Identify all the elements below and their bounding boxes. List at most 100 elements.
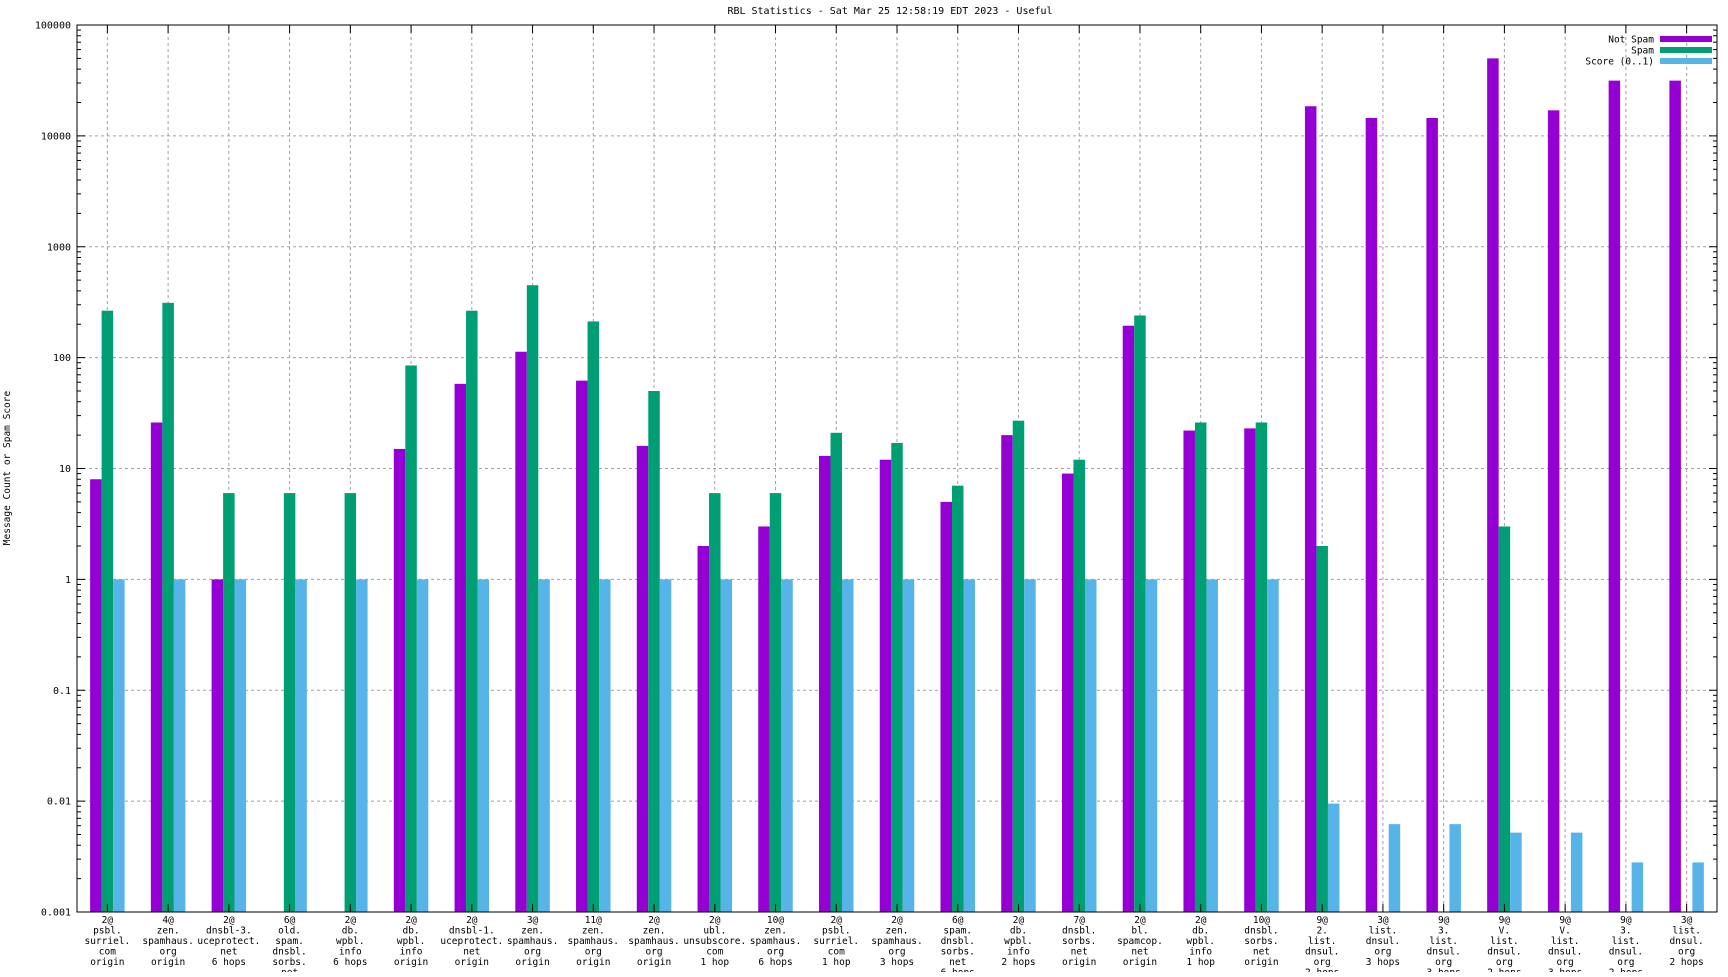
bar-spam	[709, 493, 721, 912]
x-category-label: 10@ zen. spamhaus. org 6 hops	[750, 915, 801, 968]
bar-not-spam	[1183, 430, 1195, 912]
bar-score	[1510, 832, 1522, 912]
x-category-label: 2@ db. wpbl. info origin	[394, 915, 428, 968]
x-category-label: 3@ list. dnsul. org 3 hops	[1366, 915, 1400, 968]
x-category-label: 2@ bl. spamcop. net origin	[1117, 915, 1163, 968]
y-tick-label: 0.001	[41, 908, 71, 919]
bar-not-spam	[1304, 106, 1317, 913]
bars-group	[90, 58, 1704, 913]
bar-spam	[526, 285, 539, 912]
bar-not-spam	[576, 380, 588, 913]
bar-spam	[891, 442, 903, 912]
x-category-label: 2@ db. wpbl. info 6 hops	[333, 915, 367, 968]
bar-not-spam	[1669, 80, 1681, 912]
x-category-label: 3@ list. dnsul. org 2 hops	[1669, 915, 1703, 968]
y-tick-label: 1000	[47, 242, 71, 253]
legend-label: Spam	[1631, 46, 1654, 57]
chart-title: RBL Statistics - Sat Mar 25 12:58:19 EDT…	[727, 6, 1052, 17]
bar-score	[356, 579, 368, 912]
legend-swatch	[1660, 47, 1712, 53]
bar-not-spam	[1061, 473, 1074, 912]
y-tick-label: 0.1	[53, 686, 71, 697]
bar-not-spam	[1426, 117, 1438, 912]
bar-not-spam	[454, 383, 467, 912]
bar-score	[1692, 862, 1704, 912]
bar-score	[1449, 824, 1461, 912]
bar-score	[902, 579, 915, 912]
y-tick-label: 100	[53, 353, 71, 364]
bar-not-spam	[1001, 435, 1013, 912]
x-category-label: 2@ psbl. surriel. com 1 hop	[813, 915, 859, 968]
x-category-label: 10@ dnsbl. sorbs. net origin	[1244, 915, 1278, 968]
bar-score	[538, 579, 550, 912]
x-category-label: 2@ dnsbl-3. uceprotect. net 6 hops	[197, 915, 260, 968]
bar-score	[1024, 579, 1036, 912]
bar-score	[1631, 862, 1644, 912]
bar-score	[234, 579, 247, 912]
y-axis-label: Message Count or Spam Score	[2, 391, 13, 546]
bar-score	[599, 579, 611, 912]
bar-score	[1327, 803, 1340, 912]
bar-not-spam	[515, 351, 527, 912]
y-tick-label: 1	[65, 575, 71, 586]
bar-spam	[405, 365, 417, 912]
bar-spam	[830, 432, 843, 912]
x-category-label: 2@ zen. spamhaus. org origin	[628, 915, 679, 968]
bar-score	[720, 579, 733, 912]
bar-spam	[1316, 545, 1328, 912]
bar-score	[477, 579, 490, 912]
bar-spam	[162, 302, 174, 913]
bar-spam	[101, 310, 114, 912]
bar-score	[842, 579, 854, 912]
bar-spam	[1498, 526, 1511, 912]
bar-score	[1267, 579, 1279, 912]
bar-spam	[344, 493, 357, 912]
bar-not-spam	[150, 422, 163, 912]
bar-not-spam	[697, 545, 710, 912]
legend-swatch	[1660, 36, 1712, 42]
legend-swatch	[1660, 58, 1712, 64]
bar-spam	[1134, 315, 1146, 912]
y-tick-label: 10	[59, 464, 71, 475]
bar-score	[1570, 832, 1583, 912]
bar-spam	[466, 310, 478, 912]
bar-not-spam	[758, 526, 770, 912]
bar-not-spam	[1608, 80, 1621, 912]
x-category-label: 3@ zen. spamhaus. org origin	[507, 915, 558, 968]
bar-not-spam	[1122, 325, 1135, 913]
bar-spam	[1255, 422, 1268, 912]
bar-spam	[1012, 420, 1025, 912]
x-category-label: 4@ zen. spamhaus. org origin	[142, 915, 193, 968]
bar-not-spam	[636, 445, 649, 912]
bar-score	[295, 579, 307, 912]
x-category-label: 2@ ubl. unsubscore. com 1 hop	[683, 915, 746, 968]
legend-label: Not Spam	[1608, 35, 1654, 46]
bar-spam	[951, 485, 964, 912]
bar-not-spam	[211, 579, 224, 912]
x-category-label: 2@ db. wpbl. info 2 hops	[1001, 915, 1035, 968]
bar-not-spam	[819, 455, 831, 912]
bar-spam	[1194, 422, 1207, 912]
bar-score	[1145, 579, 1158, 912]
bar-not-spam	[90, 479, 102, 912]
bar-spam	[648, 391, 660, 912]
bar-score	[113, 579, 125, 912]
bar-score	[1206, 579, 1218, 912]
bar-spam	[223, 493, 235, 912]
bar-not-spam	[1487, 58, 1499, 912]
plot-border	[76, 24, 1718, 913]
bar-not-spam	[940, 501, 952, 912]
x-category-label: 2@ psbl. surriel. com origin	[84, 915, 130, 968]
bar-score	[173, 579, 186, 912]
bar-score	[1388, 824, 1401, 912]
bar-score	[963, 579, 975, 912]
